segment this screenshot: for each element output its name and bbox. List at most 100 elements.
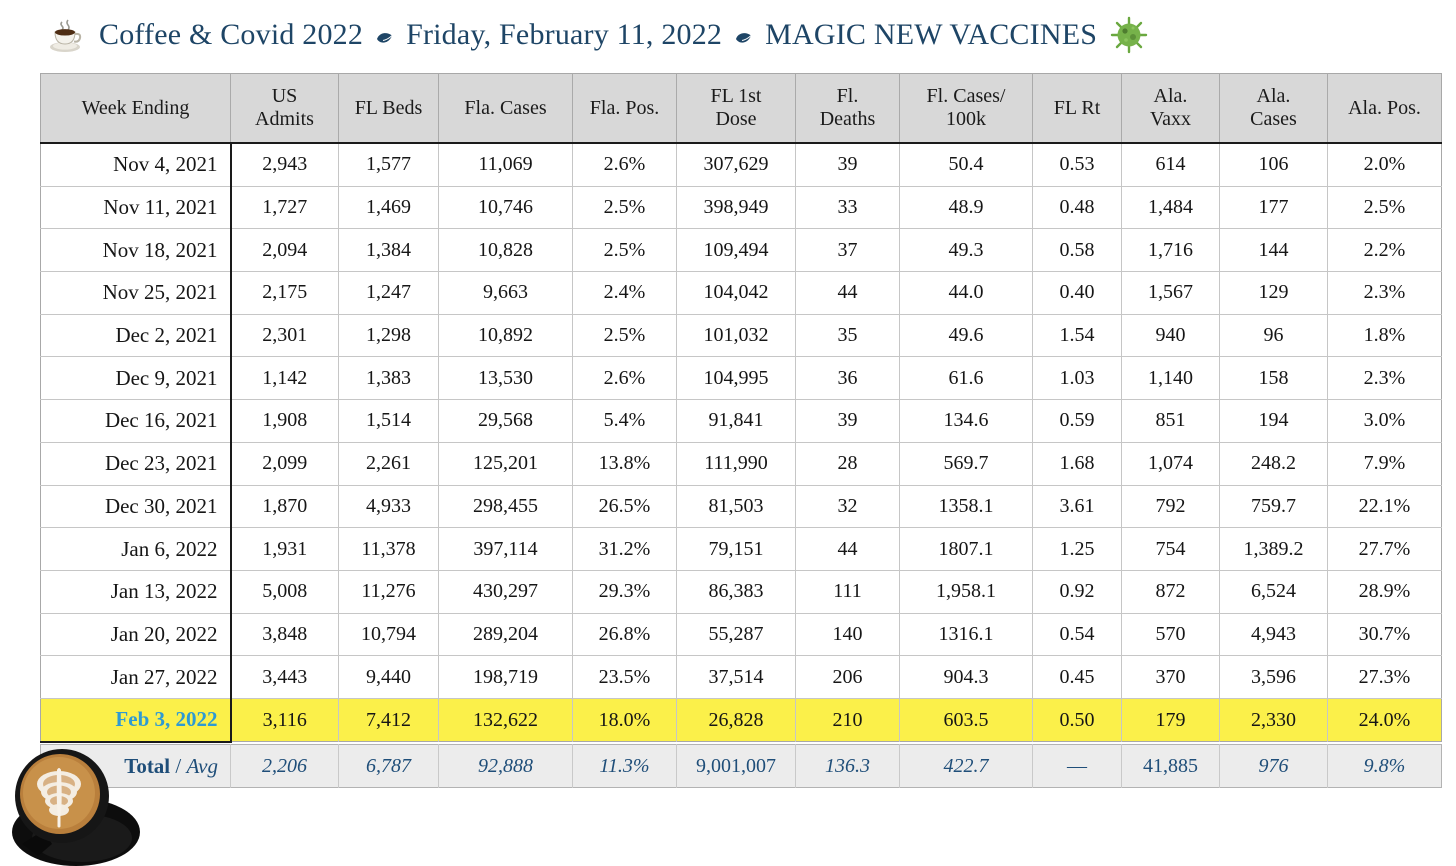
- value-cell: 23.5%: [572, 655, 677, 699]
- value-cell: 0.53: [1032, 143, 1122, 187]
- value-cell: 5,008: [230, 570, 339, 614]
- value-cell: 1.8%: [1327, 314, 1442, 358]
- value-cell: 754: [1121, 527, 1220, 571]
- latte-coffee-photo: [12, 749, 140, 866]
- value-cell: 3,116: [230, 698, 339, 742]
- value-cell: 603.5: [899, 698, 1033, 742]
- value-cell: 11,069: [438, 143, 573, 187]
- value-cell: 198,719: [438, 655, 573, 699]
- value-cell: 106: [1219, 143, 1328, 187]
- column-header: Week Ending: [40, 73, 231, 144]
- value-cell: 289,204: [438, 613, 573, 657]
- total-value-cell: 6,787: [338, 744, 439, 788]
- value-cell: 1,577: [338, 143, 439, 187]
- value-cell: 1,727: [230, 186, 339, 230]
- value-cell: 50.4: [899, 143, 1033, 187]
- value-cell: 298,455: [438, 485, 573, 529]
- value-cell: 11,378: [338, 527, 439, 571]
- value-cell: 39: [795, 143, 900, 187]
- total-value-cell: 136.3: [795, 744, 900, 788]
- table-row: Jan 13, 2022 5,008 11,276 430,297 29.3% 86,38…: [40, 570, 1442, 614]
- value-cell: 31.2%: [572, 527, 677, 571]
- value-cell: 1,383: [338, 356, 439, 401]
- value-cell: 27.3%: [1327, 655, 1442, 699]
- week-ending-cell: Nov 18, 2021: [40, 228, 232, 273]
- total-value-cell: 41,885: [1121, 744, 1220, 788]
- value-cell: 104,042: [676, 271, 796, 315]
- value-cell: 3.61: [1032, 485, 1122, 529]
- value-cell: 91,841: [676, 399, 796, 443]
- value-cell: 2.3%: [1327, 356, 1442, 401]
- table-row: Nov 4, 2021 2,943 1,577 11,069 2.6% 307,629 39…: [40, 143, 1442, 187]
- value-cell: 2.6%: [572, 356, 677, 401]
- value-cell: 144: [1219, 228, 1328, 273]
- value-cell: 1,074: [1121, 442, 1220, 486]
- value-cell: 3,443: [230, 655, 339, 699]
- value-cell: 10,794: [338, 613, 439, 657]
- value-cell: 569.7: [899, 442, 1033, 486]
- value-cell: 55,287: [676, 613, 796, 657]
- covid-data-table: Week Ending US Admits FL Beds Fla. Cases Fla…: [40, 73, 1442, 743]
- value-cell: 49.6: [899, 314, 1033, 358]
- week-ending-cell: Jan 13, 2022: [40, 570, 232, 614]
- value-cell: 111: [795, 570, 900, 614]
- week-ending-cell: Nov 4, 2021: [40, 143, 232, 187]
- value-cell: 1,514: [338, 399, 439, 443]
- value-cell: 44: [795, 271, 900, 315]
- value-cell: 1.03: [1032, 356, 1122, 401]
- value-cell: 37,514: [676, 655, 796, 699]
- value-cell: 44.0: [899, 271, 1033, 315]
- table-row: Dec 30, 2021 1,870 4,933 298,455 26.5% 81,503…: [40, 485, 1442, 529]
- column-header: Fla. Cases: [438, 73, 573, 144]
- value-cell: 39: [795, 399, 900, 443]
- value-cell: 1,389.2: [1219, 527, 1328, 571]
- value-cell: 872: [1121, 570, 1220, 614]
- value-cell: 32: [795, 485, 900, 529]
- column-header: Fl. Deaths: [795, 73, 900, 144]
- value-cell: 48.9: [899, 186, 1033, 230]
- value-cell: 2.3%: [1327, 271, 1442, 315]
- value-cell: 10,892: [438, 314, 573, 358]
- week-ending-cell: Feb 3, 2022: [40, 698, 232, 743]
- value-cell: 49.3: [899, 228, 1033, 273]
- value-cell: 27.7%: [1327, 527, 1442, 571]
- value-cell: 0.58: [1032, 228, 1122, 273]
- value-cell: 2,943: [230, 143, 339, 187]
- total-row-table: Total / Avg 2,206 6,787 92,888 11.3% 9,001,00…: [40, 744, 1442, 788]
- value-cell: 4,933: [338, 485, 439, 529]
- value-cell: 26.8%: [572, 613, 677, 657]
- table-row: Jan 27, 2022 3,443 9,440 198,719 23.5% 37,514…: [40, 655, 1442, 699]
- value-cell: 28: [795, 442, 900, 486]
- value-cell: 28.9%: [1327, 570, 1442, 614]
- value-cell: 2,301: [230, 314, 339, 358]
- value-cell: 1,908: [230, 399, 339, 443]
- microbe-icon: [1110, 16, 1148, 54]
- value-cell: 2,261: [338, 442, 439, 486]
- week-ending-cell: Jan 6, 2022: [40, 527, 232, 571]
- table-row: Jan 6, 2022 1,931 11,378 397,114 31.2% 79,151…: [40, 527, 1442, 571]
- value-cell: 397,114: [438, 527, 573, 571]
- total-value-cell: 2,206: [230, 744, 339, 788]
- value-cell: 24.0%: [1327, 698, 1442, 742]
- table-row: Dec 9, 2021 1,142 1,383 13,530 2.6% 104,995 36…: [40, 356, 1442, 401]
- value-cell: 86,383: [676, 570, 796, 614]
- column-header: Ala. Pos.: [1327, 73, 1442, 144]
- week-ending-cell: Dec 16, 2021: [40, 399, 232, 443]
- value-cell: 33: [795, 186, 900, 230]
- value-cell: 9,663: [438, 271, 573, 315]
- leaf-ornament-icon: [736, 32, 752, 43]
- value-cell: 134.6: [899, 399, 1033, 443]
- value-cell: 44: [795, 527, 900, 571]
- column-header: Fl. Cases/ 100k: [899, 73, 1033, 144]
- value-cell: 13,530: [438, 356, 573, 401]
- value-cell: 96: [1219, 314, 1328, 358]
- value-cell: 2.5%: [572, 186, 677, 230]
- value-cell: 0.48: [1032, 186, 1122, 230]
- value-cell: 125,201: [438, 442, 573, 486]
- value-cell: 1,931: [230, 527, 339, 571]
- value-cell: 0.59: [1032, 399, 1122, 443]
- page-title: Coffee & Covid 2022 Friday, February 11,…: [46, 12, 1148, 58]
- value-cell: 158: [1219, 356, 1328, 401]
- value-cell: 22.1%: [1327, 485, 1442, 529]
- value-cell: 2.2%: [1327, 228, 1442, 273]
